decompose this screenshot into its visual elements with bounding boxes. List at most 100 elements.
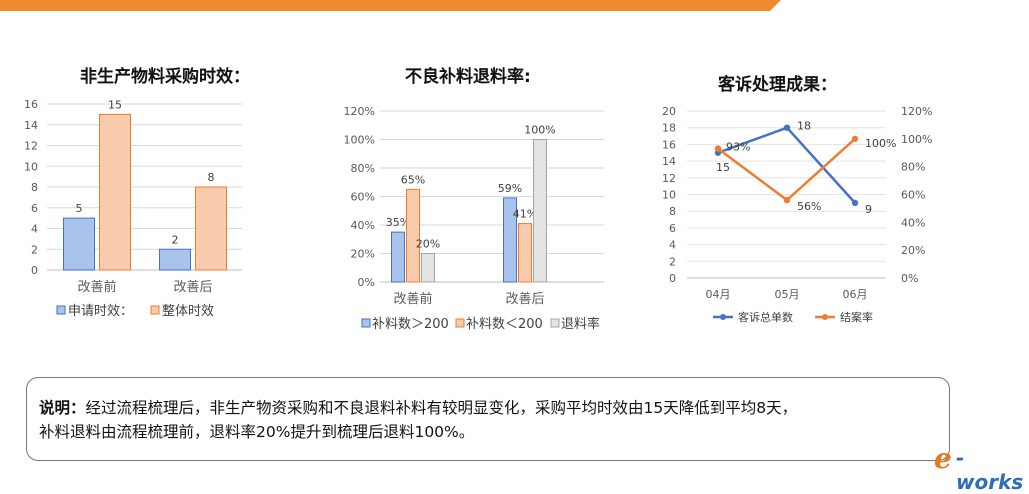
legend-label: 客诉总单数	[738, 310, 793, 324]
bar	[159, 248, 191, 271]
y-left-tick-label: 14	[662, 155, 676, 168]
data-label: 9	[865, 203, 872, 216]
y-right-tick-label: 0%	[901, 272, 918, 285]
note-line2: 补料退料由流程梳理前，退料率20%提升到梳理后退料100%。	[39, 423, 475, 441]
data-label: 56%	[797, 200, 821, 213]
bar	[503, 197, 517, 283]
y-left-tick-label: 20	[662, 105, 676, 118]
y-tick-label: 10	[24, 160, 38, 173]
data-label: 8	[208, 171, 215, 184]
note-line1: 经过流程梳理后，非生产物资采购和不良退料补料有较明显变化，采购平均时效由15天降…	[85, 399, 798, 417]
y-tick-label: 4	[31, 223, 38, 236]
bar	[533, 139, 547, 283]
data-label: 59%	[498, 182, 522, 195]
bar	[391, 231, 405, 283]
data-label: 5	[76, 202, 83, 215]
data-label: 93%	[726, 141, 750, 154]
legend-label: 补料数＞200	[372, 317, 449, 332]
x-tick-label: 改善后	[173, 279, 212, 295]
chart2-title: 不良补料退料率:	[405, 67, 531, 87]
y-right-tick-label: 80%	[901, 161, 925, 174]
y-left-tick-label: 16	[662, 138, 676, 151]
data-label: 15	[108, 98, 122, 111]
y-tick-label: 16	[24, 98, 38, 111]
bar	[63, 217, 95, 271]
data-label: 100%	[524, 124, 555, 137]
y-left-tick-label: 4	[669, 239, 676, 252]
series-point	[783, 124, 791, 131]
y-right-tick-label: 20%	[901, 244, 925, 257]
data-label: 2	[172, 233, 179, 246]
legend-label: 退料率	[561, 316, 600, 332]
top-accent-bar	[0, 0, 770, 11]
chart3-plot: 0 2 4 6 8 10 12 14 16 18 20 0% 20% 40% 60% 80% 100% 120% 0…	[662, 105, 932, 324]
data-label: 41%	[513, 208, 537, 221]
x-tick-label: 05月	[775, 288, 800, 301]
legend-swatch	[150, 305, 160, 315]
data-label: 65%	[401, 173, 425, 186]
y-tick-label: 120%	[344, 105, 375, 118]
legend-label: 申请时效：	[68, 304, 133, 319]
data-label: 15	[716, 161, 730, 174]
legend-marker	[822, 314, 828, 320]
y-tick-label: 8	[31, 181, 38, 194]
top-accent-bar-tail	[770, 0, 781, 11]
y-tick-label: 20%	[351, 248, 375, 261]
y-left-tick-label: 0	[669, 272, 676, 285]
chart1-title: 非生产物料采购时效：	[80, 67, 250, 87]
legend-marker	[720, 314, 726, 320]
x-tick-label: 改善前	[393, 291, 432, 307]
bar	[99, 113, 131, 271]
y-right-tick-label: 120%	[901, 105, 932, 118]
chart3-title: 客诉处理成果：	[718, 75, 837, 95]
bar	[406, 188, 420, 283]
y-right-tick-label: 100%	[901, 133, 932, 146]
legend-swatch	[455, 318, 465, 328]
logo-text: -works	[956, 446, 1024, 494]
bar	[421, 253, 435, 283]
legend-label: 结案率	[840, 310, 873, 324]
y-tick-label: 6	[31, 202, 38, 215]
x-tick-label: 改善前	[77, 279, 116, 295]
y-tick-label: 0	[31, 264, 38, 277]
series-point	[851, 135, 859, 143]
bar	[195, 186, 227, 271]
x-tick-label: 改善后	[505, 291, 544, 307]
y-left-tick-label: 10	[662, 189, 676, 202]
legend-swatch	[56, 305, 66, 315]
logo-e: e	[934, 442, 952, 475]
y-tick-label: 2	[31, 243, 38, 256]
data-label: 35%	[386, 216, 410, 229]
legend-swatch	[361, 318, 371, 328]
y-right-tick-label: 40%	[901, 216, 925, 229]
y-tick-label: 40%	[351, 219, 375, 232]
y-tick-label: 14	[24, 119, 38, 132]
legend-swatch	[550, 318, 560, 328]
series-point	[851, 199, 859, 207]
data-label: 18	[797, 120, 811, 133]
x-tick-label: 04月	[706, 288, 731, 301]
series-point	[714, 145, 722, 152]
y-left-tick-label: 12	[662, 172, 676, 185]
y-left-tick-label: 2	[669, 255, 676, 268]
y-tick-label: 0%	[358, 276, 375, 289]
data-label: 20%	[416, 238, 440, 251]
y-right-tick-label: 60%	[901, 189, 925, 202]
eworks-logo: e -works	[934, 440, 1026, 494]
note-box: 说明：经过流程梳理后，非生产物资采购和不良退料补料有较明显变化，采购平均时效由1…	[26, 377, 950, 461]
y-tick-label: 12	[24, 140, 38, 153]
y-left-tick-label: 18	[662, 122, 676, 135]
y-left-tick-label: 8	[669, 205, 676, 218]
legend-label: 整体时效	[162, 304, 214, 319]
y-left-tick-label: 6	[669, 222, 676, 235]
x-tick-label: 06月	[843, 288, 868, 301]
chart2-plot: 0% 20% 40% 60% 80% 100% 120% 35% 65% 20% 改善前 59% 41%…	[344, 105, 604, 332]
note-label: 说明：	[39, 399, 86, 417]
legend-label: 补料数＜200	[466, 317, 543, 332]
bar	[518, 223, 532, 283]
y-tick-label: 100%	[344, 134, 375, 147]
y-tick-label: 60%	[351, 191, 375, 204]
y-tick-label: 80%	[351, 162, 375, 175]
data-label: 100%	[865, 137, 896, 150]
